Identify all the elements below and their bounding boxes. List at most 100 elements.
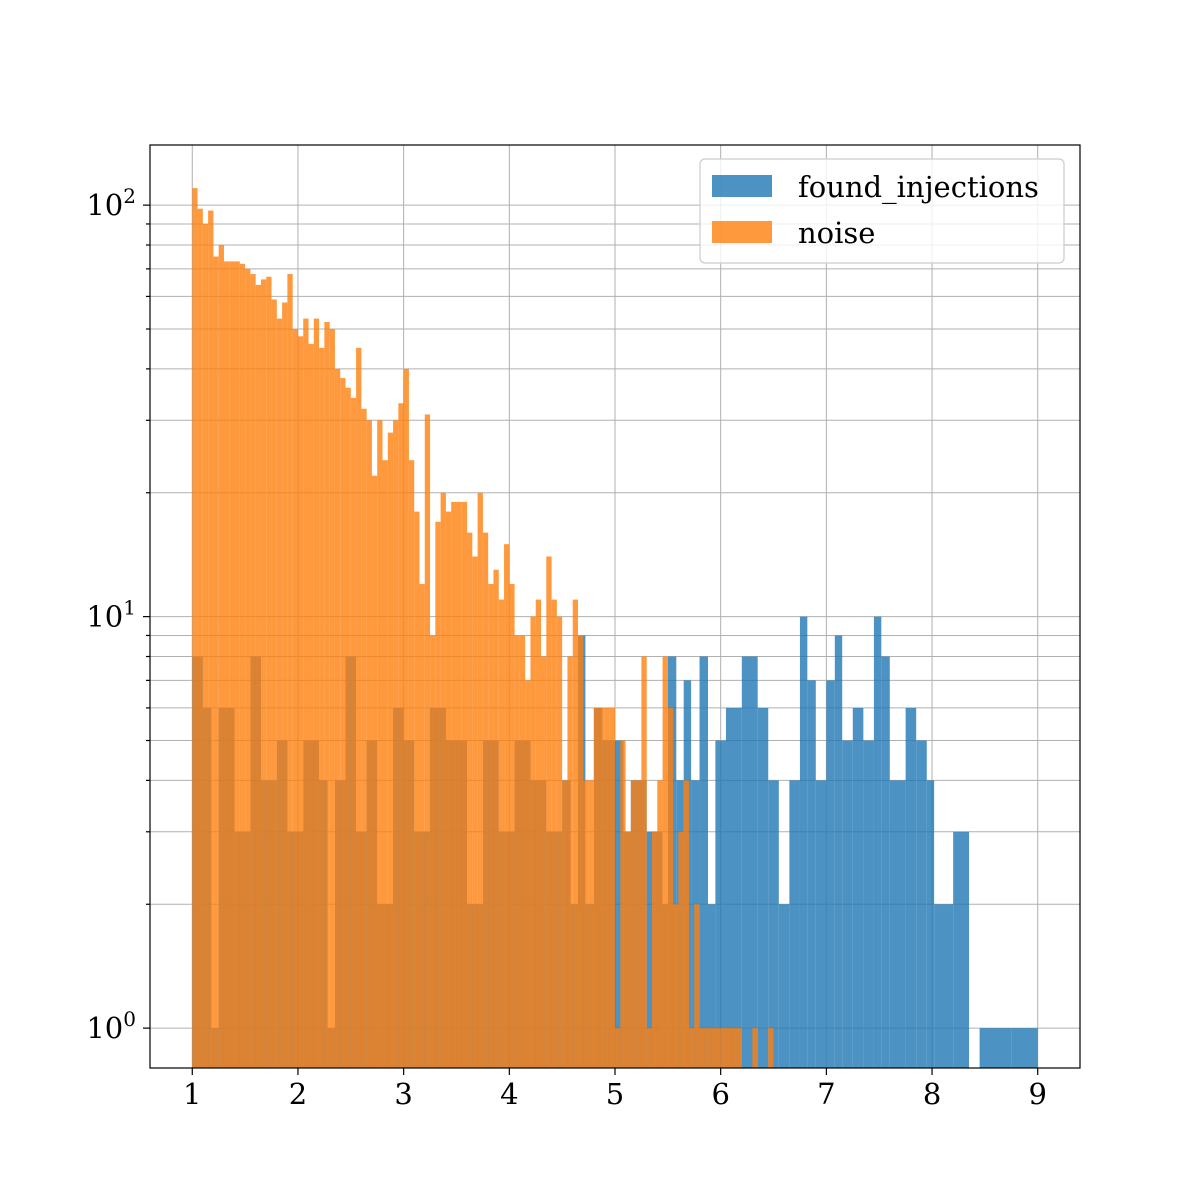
histogram-bar <box>461 501 468 1068</box>
histogram-bar <box>546 556 552 1068</box>
histogram-bar <box>282 302 288 1068</box>
histogram-bar <box>609 707 615 1068</box>
histogram-bar <box>287 274 293 1068</box>
histogram-bar <box>768 780 779 1068</box>
histogram-bar <box>799 616 808 1068</box>
histogram-bar <box>725 1028 732 1068</box>
histogram-bar <box>646 831 655 1068</box>
histogram-bar <box>525 680 531 1068</box>
histogram-bar <box>239 263 246 1069</box>
histogram-bar <box>223 261 230 1068</box>
histogram-bar <box>393 420 399 1068</box>
histogram-bar <box>482 532 489 1068</box>
histogram-bar <box>456 501 462 1068</box>
histogram-bar <box>881 656 890 1068</box>
histogram-bar <box>688 1028 695 1068</box>
histogram-bar <box>445 511 452 1068</box>
x-tick-label: 8 <box>923 1077 941 1111</box>
histogram-bar <box>541 656 547 1068</box>
x-tick-label: 2 <box>289 1077 307 1111</box>
histogram-bar <box>699 656 708 1068</box>
histogram-bar <box>815 780 827 1068</box>
histogram-bar <box>430 635 436 1068</box>
histogram-bar <box>313 318 320 1068</box>
histogram-bar <box>725 707 742 1068</box>
y-tick-label: 102 <box>86 184 136 222</box>
histogram-bar <box>245 268 251 1069</box>
histogram-bar <box>615 1028 621 1068</box>
series-noise <box>192 188 774 1069</box>
y-tick-label: 101 <box>86 596 136 634</box>
histogram-bar <box>488 584 494 1068</box>
histogram-bar <box>361 408 367 1068</box>
histogram-bar <box>651 831 658 1068</box>
histogram-bar <box>731 1028 737 1068</box>
x-tick-label: 1 <box>183 1077 201 1111</box>
axes: 1 2 3 4 5 6 7 8 9 100 101 102 <box>86 144 1081 1111</box>
histogram-bar <box>345 387 351 1068</box>
histogram-bar <box>509 584 515 1068</box>
histogram-bar <box>229 261 240 1068</box>
histogram-bar <box>757 707 769 1068</box>
histogram-bar <box>873 616 882 1068</box>
histogram-bar <box>842 740 853 1068</box>
legend-swatch <box>712 175 772 197</box>
histogram-bar <box>498 599 505 1068</box>
histogram-bar <box>255 284 261 1068</box>
legend-label: found_injections <box>798 170 1039 205</box>
histogram-bar <box>593 707 600 1068</box>
histogram-bar <box>197 208 203 1068</box>
histogram-bar <box>271 299 277 1068</box>
histogram-bar <box>926 780 935 1068</box>
histogram-bar <box>440 492 446 1068</box>
histogram-bar <box>297 336 304 1068</box>
histogram-bar <box>615 740 624 1068</box>
histogram-bar <box>398 403 404 1068</box>
histogram-bar <box>371 475 378 1069</box>
histogram-bar <box>451 501 457 1068</box>
histogram-bar <box>419 584 425 1068</box>
histogram-bar <box>530 616 536 1068</box>
x-tick-label: 6 <box>711 1077 729 1111</box>
histogram-bar <box>208 210 214 1068</box>
histogram-bar <box>303 318 309 1068</box>
histogram-bar <box>807 680 816 1068</box>
histogram-bar <box>889 780 906 1068</box>
histogram-bar <box>620 740 626 1068</box>
histogram-bar <box>567 656 573 1068</box>
histogram-bar <box>694 904 700 1068</box>
histogram-bar <box>519 635 526 1068</box>
histogram-bar <box>588 780 594 1068</box>
histogram-bar <box>514 635 520 1068</box>
histogram-bar <box>599 707 605 1068</box>
histogram-bar <box>266 276 272 1069</box>
histogram-bar <box>646 1028 652 1068</box>
x-tick-label: 9 <box>1029 1077 1047 1111</box>
histogram-bar <box>578 635 584 1068</box>
histogram-bar <box>493 569 499 1068</box>
histogram-bar <box>260 279 267 1068</box>
histogram-bar <box>678 831 684 1068</box>
histogram-bar <box>625 831 631 1068</box>
histogram-bar <box>324 321 330 1068</box>
y-tick-label: 100 <box>86 1007 136 1045</box>
histogram-bar <box>308 343 314 1068</box>
histogram-bar <box>424 414 431 1069</box>
legend-swatch <box>712 221 772 243</box>
histogram-bar <box>1011 1028 1038 1068</box>
histogram-bar <box>715 740 726 1068</box>
histogram-bars <box>192 188 1038 1069</box>
histogram-bar <box>414 511 420 1068</box>
histogram-bar <box>630 780 637 1068</box>
histogram-bar <box>741 656 758 1068</box>
histogram-bar <box>916 740 927 1068</box>
histogram-bar <box>218 245 224 1069</box>
histogram-bar <box>403 368 409 1068</box>
histogram-bar <box>250 274 256 1068</box>
histogram-bar <box>356 347 362 1068</box>
histogram-bar <box>667 707 674 1068</box>
histogram-bar <box>778 904 790 1068</box>
histogram-bar <box>408 460 415 1069</box>
